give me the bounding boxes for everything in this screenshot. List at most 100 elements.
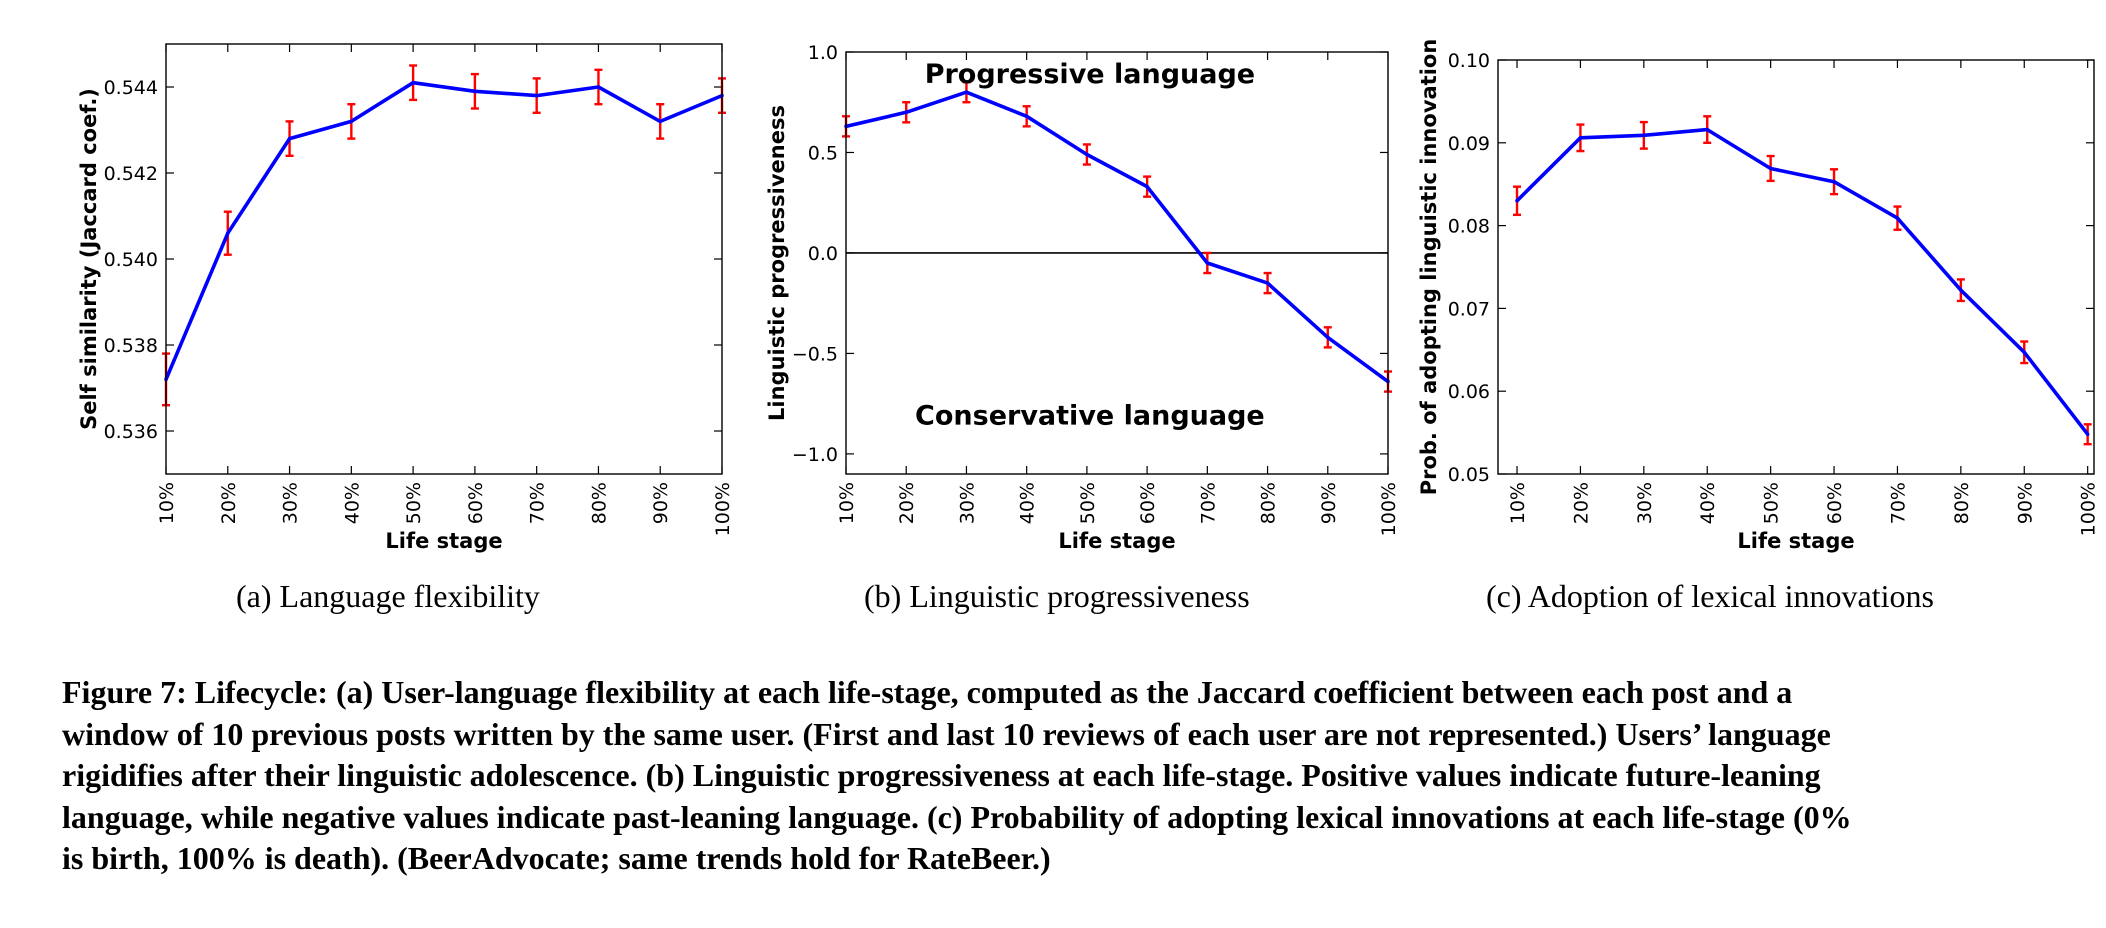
y-axis-label: Prob. of adopting linguistic innovation [1417,39,1441,496]
chart-a: 0.536 0.538 0.540 0.542 0.544 10% 20% 30% 40% 50%… [77,43,734,553]
chart-b: −1.0 −0.5 0.0 0.5 1.0 10% 20% 30% 40% 50% 60% 70% 80… [765,42,1400,553]
annotation: Progressive language [925,59,1255,90]
x-tick-label: 80% [1258,482,1280,524]
panel-b: −1.0 −0.5 0.0 0.5 1.0 10% 20% 30% 40% 50% 60% 70% 80… [740,0,1400,614]
x-tick-label: 90% [1318,482,1340,524]
data-point [1024,114,1029,119]
x-axis-label: Life stage [1058,529,1175,553]
data-point [1959,288,1963,292]
caption-line: is birth, 100% is death). (BeerAdvocate;… [62,840,1051,876]
x-tick-label: 70% [1887,482,1909,524]
x-tick-label: 90% [2014,482,2036,524]
subcaption-c: (c) Adoption of lexical innovations [1486,578,1934,614]
y-tick-label: 0.5 [808,142,838,164]
y-tick-label: 0.09 [1448,133,1490,155]
x-tick-label: 50% [1077,482,1099,524]
panel-c: 0.05 0.06 0.07 0.08 0.09 0.10 10% 20% 30% 40% 50% 6… [1400,0,2106,614]
data-point [1265,281,1270,285]
data-point [411,80,415,85]
data-point [596,85,601,89]
series-line [845,90,1390,384]
subcaption-a: (a) Language flexibility [236,578,540,614]
axes-frame [1497,59,2095,475]
x-tick-label: 100% [2078,482,2100,536]
y-tick-label: 1.0 [808,42,838,64]
x-tick-label: 20% [896,482,918,524]
x-tick-label: 40% [341,482,363,524]
figure-caption: Figure 7: Lifecycle: (a) User-language f… [62,672,2072,880]
x-axis-label: Life stage [385,529,502,553]
y-tick-label: 0.540 [104,249,158,271]
x-tick-label: 50% [1761,482,1783,524]
data-point [225,231,230,235]
data-point [1895,216,1900,220]
x-tick-label: 70% [527,482,549,524]
data-point [1515,198,1519,203]
data-point [349,119,354,124]
x-tick-label: 20% [218,482,240,524]
data-point [287,136,292,141]
annotation: Conservative language [915,401,1265,432]
y-tick-label: 0.538 [104,335,158,357]
caption-line: Figure 7: Lifecycle: (a) User-language f… [62,674,1793,710]
data-point [1705,127,1710,132]
x-tick-label: 80% [588,482,610,524]
data-point [1832,179,1836,184]
x-tick-label: 80% [1951,482,1973,524]
y-tick-label: 0.544 [104,77,158,99]
data-point [964,90,969,94]
y-tick-label: 0.10 [1448,50,1490,72]
y-tick-label: 0.536 [104,421,158,443]
x-tick-label: 40% [1017,482,1039,524]
x-tick-label: 60% [1824,482,1846,524]
panel-a: 0.536 0.538 0.540 0.542 0.544 10% 20% 30% 40% 50%… [0,0,740,614]
chart-c: 0.05 0.06 0.07 0.08 0.09 0.10 10% 20% 30% 40% 50% 6… [1417,39,2100,553]
x-tick-label: 30% [280,482,302,524]
x-tick-label: 10% [836,482,858,524]
x-tick-label: 70% [1197,482,1219,524]
data-point [1325,335,1330,340]
axes-frame [845,51,1389,475]
data-point [534,93,539,98]
x-tick-label: 90% [650,482,672,524]
y-tick-label: −0.5 [792,343,838,365]
caption-line: rigidifies after their linguistic adoles… [62,757,1821,793]
x-tick-label: 100% [712,482,734,536]
data-point [1578,136,1583,140]
data-point [1085,152,1089,157]
caption-line: window of 10 previous posts written by t… [62,715,1831,752]
y-tick-label: 0.05 [1448,464,1490,486]
y-tick-label: 0.0 [808,243,838,265]
data-point [1768,166,1773,171]
y-axis-label: Linguistic progressiveness [765,105,789,421]
series-line [164,80,723,381]
data-point [904,110,909,115]
data-point [1642,133,1646,138]
x-tick-label: 50% [403,482,425,524]
data-point [473,89,477,94]
caption-line: language, while negative values indicate… [62,798,1852,835]
x-tick-label: 30% [956,482,978,524]
data-point [658,119,663,124]
subcaption-b: (b) Linguistic progressiveness [864,578,1250,614]
data-point [2085,432,2090,437]
x-tick-label: 10% [156,482,178,524]
x-tick-label: 40% [1697,482,1719,524]
x-axis-label: Life stage [1737,529,1854,553]
y-tick-label: −1.0 [792,444,838,466]
data-point [2022,350,2027,355]
series-line [1515,127,2090,436]
y-axis-label: Self similarity (Jaccard coef.) [77,88,101,430]
data-point [1205,261,1210,265]
x-tick-label: 30% [1634,482,1656,524]
data-point [1145,184,1149,189]
axes-frame [165,43,723,475]
y-tick-label: 0.542 [104,163,158,185]
y-tick-label: 0.06 [1448,381,1490,403]
x-tick-label: 60% [465,482,487,524]
x-tick-label: 60% [1137,482,1159,524]
x-tick-label: 10% [1507,482,1529,524]
y-tick-label: 0.08 [1448,216,1490,238]
y-tick-label: 0.07 [1448,298,1490,320]
